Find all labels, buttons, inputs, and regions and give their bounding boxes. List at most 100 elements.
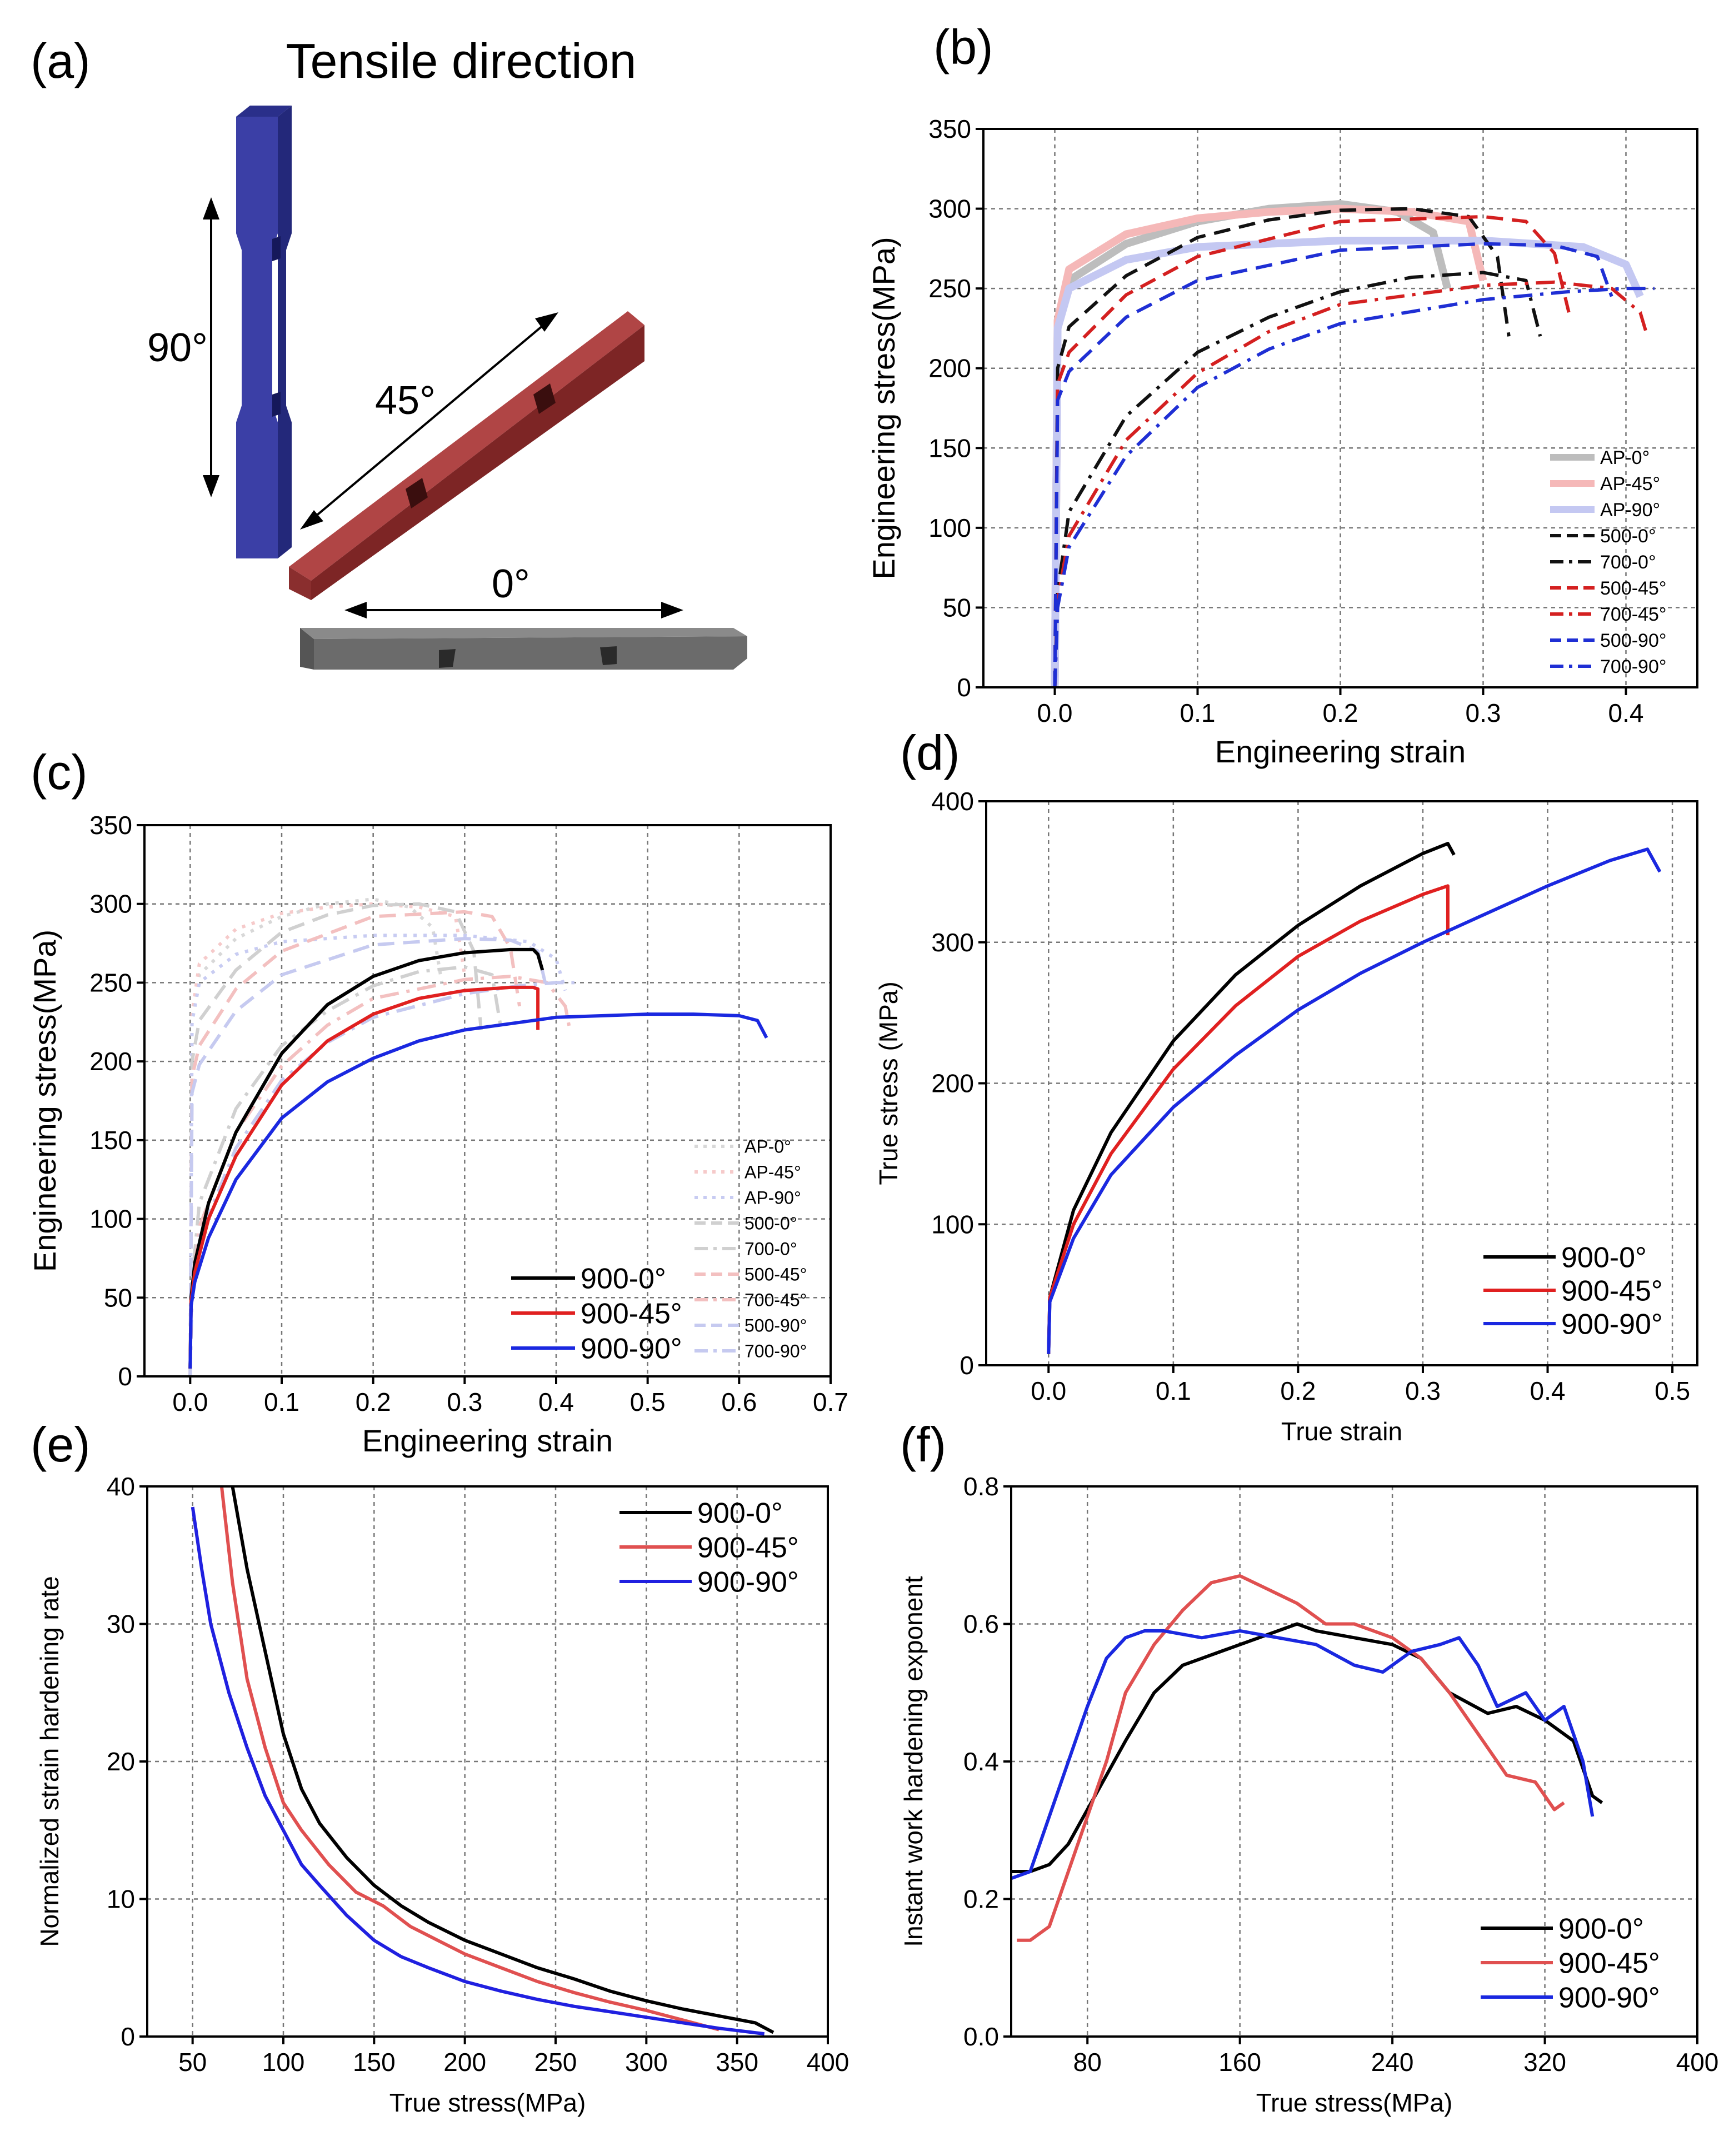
angle-90-label: 90° [147,326,208,370]
series-line-500-45° [1053,214,1571,687]
series-line-700-0° [1053,271,1542,687]
series-group [1051,200,1655,687]
series-line-500-90° [1053,242,1613,687]
x-tick-label: 0.7 [813,1388,848,1416]
angle-0-label: 0° [492,562,530,606]
y-tick-label: 0 [118,1362,132,1391]
x-tick-label: 0.2 [1323,698,1358,727]
x-tick-label: 0.3 [1405,1376,1441,1405]
legend-label-AP-90°: AP-90° [744,1188,801,1208]
legend-label-900-45°: 900-45° [1558,1948,1660,1980]
panel-c: (c) 0.0 0.1 0.2 0.3 0.4 0.5 0.6 0.7 0 50 100 150 200 2… [27,745,848,1458]
x-tick-label: 0.1 [264,1388,299,1416]
series-group [188,897,768,1376]
x-tick-label: 0.4 [1530,1376,1566,1405]
series-line-900-0° [231,1486,774,2034]
legend-label-500-90°: 500-90° [744,1316,807,1336]
legend-label-500-0°: 500-0° [744,1214,797,1234]
x-tick-label: 0.5 [630,1388,666,1416]
legend-label-500-45°: 500-45° [744,1265,807,1285]
x-tick-label: 300 [625,2048,668,2077]
y-tick-label: 40 [107,1472,135,1501]
series-line-900-90° [191,1506,765,2036]
x-tick-label: 150 [353,2048,396,2077]
x-tick-label: 0.0 [1031,1376,1066,1405]
series-line-AP-0° [188,897,444,1376]
y-axis-label: True stress (MPa) [874,981,903,1185]
y-tick-label: 150 [928,433,971,462]
legend-label-900-0°: 900-0° [1561,1242,1647,1274]
series-line-900-45° [1047,884,1450,1354]
x-tick-label: 160 [1218,2048,1261,2077]
legend-label-900-90°: 900-90° [697,1566,799,1599]
panel-b-label: (b) [933,19,993,74]
x-tick-label: 240 [1371,2048,1414,2077]
series-line-500-90° [188,937,549,1376]
x-tick-label: 50 [178,2048,207,2077]
y-tick-label: 0 [960,1351,974,1380]
y-tick-label: 200 [89,1047,132,1076]
y-tick-label: 250 [89,968,132,997]
panel-e-label: (e) [31,1417,91,1472]
series-line-AP-0° [1051,200,1452,687]
x-tick-label: 0.4 [538,1388,574,1416]
series-group [191,1486,774,2036]
legend-label-AP-0°: AP-0° [744,1137,791,1157]
legend-label-900-0°: 900-0° [697,1498,783,1530]
x-axis-label: Engineering strain [362,1423,613,1458]
series-line-500-0° [188,902,483,1376]
y-tick-label: 400 [931,787,974,816]
legend-label-700-0°: 700-0° [744,1239,797,1259]
y-tick-label: 0.2 [963,1885,999,1914]
series-line-700-45° [1053,280,1649,687]
legend-label-500-90°: 500-90° [1600,630,1666,651]
y-tick-label: 100 [89,1205,132,1234]
x-tick-label: 100 [262,2048,305,2077]
panel-f-label: (f) [900,1417,946,1472]
legend-label-AP-45°: AP-45° [1600,473,1660,495]
y-tick-label: 200 [931,1069,974,1098]
y-tick-label: 300 [89,890,132,919]
panel-b: (b) 0.0 0.1 0.2 0.3 0.4 0 50 100 150 200 250 300 350 E… [866,19,1698,769]
y-tick-label: 0.0 [963,2022,999,2051]
panel-d: (d) 0.0 0.1 0.2 0.3 0.4 0.5 0 100 200 300 400 True s… [874,725,1698,1446]
x-tick-label: 400 [1676,2048,1719,2077]
legend-label-900-45°: 900-45° [697,1532,799,1564]
y-tick-label: 350 [928,114,971,143]
series-line-AP-90° [188,934,567,1376]
y-tick-label: 250 [928,274,971,303]
y-tick-label: 350 [89,811,132,840]
y-axis-label: Engineering stress(MPa) [27,930,62,1272]
legend-label-AP-0°: AP-0° [1600,447,1650,468]
y-tick-label: 0 [957,673,971,702]
panel-a-title: Tensile direction [286,33,637,88]
y-tick-label: 0 [121,2022,135,2051]
legend-label-900-45°: 900-45° [1561,1275,1663,1307]
plot-frame [143,824,832,1378]
x-tick-label: 0.2 [356,1388,391,1416]
panel-f: (f) 80 160 240 320 400 0.0 0.2 0.4 0.6 0.8 True str… [899,1417,1718,2117]
series-line-900-90° [1047,847,1662,1354]
y-tick-label: 150 [89,1126,132,1155]
legend-label-500-0°: 500-0° [1600,526,1656,547]
legend-label-500-45°: 500-45° [1600,578,1666,599]
series-line-900-45° [188,985,540,1369]
y-tick-label: 20 [107,1747,135,1776]
legend-label-700-0°: 700-0° [1600,552,1656,573]
x-axis-label: Engineering strain [1215,734,1466,769]
specimen-45 [289,311,644,600]
x-tick-label: 0.4 [1608,698,1644,727]
x-tick-label: 0.2 [1280,1376,1316,1405]
x-tick-label: 350 [716,2048,758,2077]
legend-label-700-90°: 700-90° [1600,656,1666,677]
x-tick-label: 200 [443,2048,486,2077]
series-line-700-45° [188,975,572,1376]
y-axis-label: Engineering stress(MPa) [866,237,901,579]
x-tick-label: 400 [807,2048,849,2077]
series-line-AP-90° [1051,237,1644,687]
legend-label-900-90°: 900-90° [581,1333,682,1365]
x-tick-label: 0.1 [1156,1376,1191,1405]
legend-label-AP-45°: AP-45° [744,1162,801,1182]
